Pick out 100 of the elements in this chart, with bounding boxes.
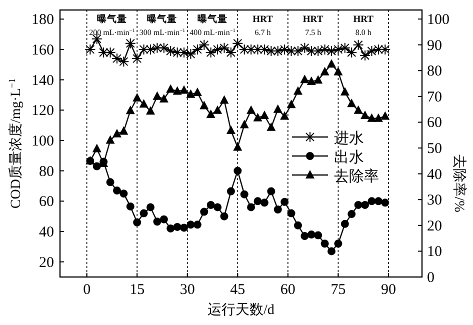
y2-tick-label: 50 xyxy=(427,141,442,158)
y2-tick-label: 90 xyxy=(427,38,442,54)
point xyxy=(133,218,142,226)
point xyxy=(380,111,390,120)
point xyxy=(226,125,236,134)
point xyxy=(279,44,290,55)
point xyxy=(146,203,154,212)
point xyxy=(352,39,364,50)
point xyxy=(381,198,390,207)
point xyxy=(180,224,188,232)
annotation: 曝气量 300 mL·min$^{−1}$ xyxy=(139,15,186,37)
y2-axis-title: 去除率/% xyxy=(451,154,467,213)
point xyxy=(112,128,122,138)
point xyxy=(273,104,282,113)
y2-tick-label: 60 xyxy=(427,115,442,132)
x-tick-label: 15 xyxy=(130,282,145,298)
y-tick-label: 100 xyxy=(32,133,54,150)
point xyxy=(258,44,270,55)
point xyxy=(232,38,244,49)
point xyxy=(260,198,268,207)
point xyxy=(120,190,128,198)
point xyxy=(307,230,316,239)
x-tick-label: 30 xyxy=(180,282,195,298)
point xyxy=(272,45,284,56)
point xyxy=(287,209,296,218)
point xyxy=(185,48,196,60)
point xyxy=(205,46,216,58)
point xyxy=(246,44,257,55)
point xyxy=(172,46,183,58)
point xyxy=(192,44,203,55)
point xyxy=(327,59,336,68)
point xyxy=(139,99,148,108)
y-tick-label: 180 xyxy=(32,12,54,28)
point xyxy=(300,232,309,240)
y-tick-label: 60 xyxy=(39,194,54,210)
point xyxy=(173,222,182,231)
point xyxy=(374,113,383,122)
point xyxy=(360,110,370,120)
point xyxy=(146,106,155,115)
point xyxy=(138,44,150,55)
point xyxy=(84,44,96,55)
point xyxy=(152,42,163,54)
point xyxy=(293,86,302,95)
annotation: 曝气量 200 mL·min$^{−1}$ xyxy=(89,15,135,37)
point xyxy=(354,105,363,114)
point xyxy=(200,208,208,216)
y-tick-label: 20 xyxy=(39,254,54,271)
point xyxy=(200,100,209,110)
point xyxy=(152,91,162,100)
point xyxy=(145,44,156,55)
point xyxy=(292,45,304,56)
point xyxy=(306,76,316,85)
point xyxy=(367,113,376,122)
point xyxy=(119,126,128,135)
point xyxy=(286,100,296,108)
point xyxy=(253,112,262,122)
x-axis-title: 运行天数/d xyxy=(208,302,274,318)
point xyxy=(312,45,324,56)
point xyxy=(361,200,370,209)
point xyxy=(254,197,262,206)
point xyxy=(238,44,250,55)
point xyxy=(206,200,215,209)
point xyxy=(340,220,349,228)
point xyxy=(332,44,344,55)
point xyxy=(178,46,190,58)
x-tick-label: 45 xyxy=(230,282,246,298)
y2-tick-label: 20 xyxy=(427,218,442,234)
point xyxy=(140,209,148,218)
point xyxy=(166,224,175,232)
point xyxy=(193,220,202,229)
point xyxy=(126,106,135,114)
point xyxy=(260,110,269,120)
y2-tick-label: 100 xyxy=(427,12,450,28)
point xyxy=(104,46,116,58)
point xyxy=(326,45,337,56)
point xyxy=(166,84,176,93)
y-tick-label: 120 xyxy=(32,103,54,120)
point xyxy=(220,95,229,104)
point xyxy=(214,203,222,212)
point xyxy=(348,210,356,218)
y-tick-label: 160 xyxy=(32,42,54,58)
point xyxy=(233,142,242,151)
point xyxy=(226,187,235,196)
x-tick-label: 60 xyxy=(280,282,296,298)
point xyxy=(334,66,343,76)
point xyxy=(124,38,136,49)
y2-tick-label: 70 xyxy=(427,89,442,106)
point xyxy=(314,231,322,240)
legend-label: 出水 xyxy=(334,149,364,166)
point xyxy=(368,197,376,206)
point xyxy=(314,75,323,84)
point xyxy=(294,221,302,230)
point xyxy=(347,98,356,108)
point xyxy=(98,46,110,58)
point xyxy=(334,240,342,248)
annotation: HRT 8.0 h xyxy=(353,15,374,37)
point xyxy=(246,105,256,114)
point xyxy=(380,44,391,55)
point xyxy=(319,44,330,55)
point xyxy=(280,198,289,206)
